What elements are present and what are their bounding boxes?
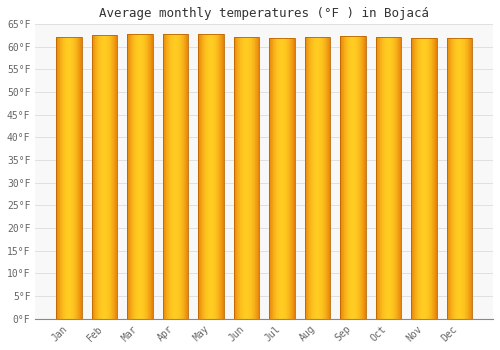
Bar bbox=[92, 35, 117, 318]
Title: Average monthly temperatures (°F ) in Bojacá: Average monthly temperatures (°F ) in Bo… bbox=[99, 7, 429, 20]
Bar bbox=[127, 34, 152, 318]
Bar bbox=[411, 38, 436, 318]
Bar bbox=[304, 37, 330, 319]
Bar bbox=[376, 37, 401, 319]
Bar bbox=[269, 38, 294, 318]
Bar bbox=[56, 37, 82, 319]
Bar bbox=[446, 38, 472, 318]
Bar bbox=[198, 34, 224, 318]
Bar bbox=[340, 36, 365, 318]
Bar bbox=[162, 34, 188, 318]
Bar bbox=[234, 37, 259, 318]
